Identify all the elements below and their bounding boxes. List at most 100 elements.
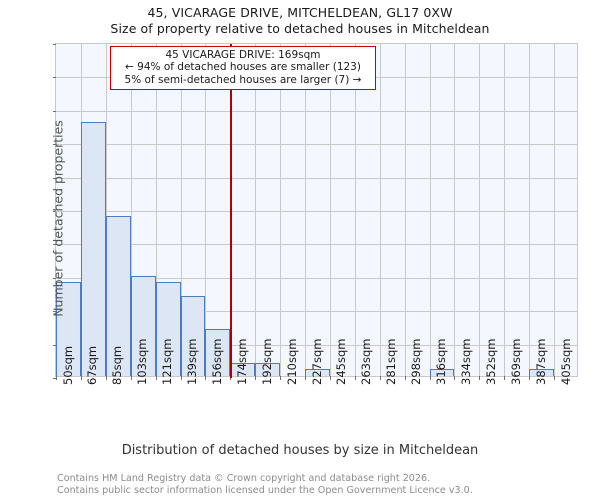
x-axis-tick-label: 369sqm (508, 338, 523, 385)
x-axis-tick-mark (56, 376, 57, 380)
x-axis-tick-label: 387sqm (533, 338, 548, 385)
gridline-vertical (354, 44, 356, 376)
bar (130, 275, 156, 376)
x-axis-tick-label: 85sqm (110, 345, 125, 385)
x-axis-tick-mark (130, 376, 132, 380)
x-axis-tick-label: 156sqm (209, 338, 224, 385)
property-marker-line (230, 44, 232, 378)
x-axis-tick-label: 174sqm (234, 338, 249, 385)
x-axis-tick-label: 405sqm (558, 338, 573, 385)
x-axis-tick-label: 334sqm (458, 338, 473, 385)
annotation-line-1: 45 VICARAGE DRIVE: 169sqm (165, 49, 321, 61)
bar (255, 362, 281, 376)
bar (180, 295, 206, 376)
gridline-horizontal (56, 177, 577, 179)
gridline-vertical (155, 44, 157, 376)
bar (205, 329, 231, 376)
x-axis-tick-mark (205, 376, 207, 380)
x-axis-tick-mark (404, 376, 406, 380)
gridline-vertical (554, 44, 556, 376)
x-axis-tick-mark (80, 376, 82, 380)
gridline-vertical (379, 44, 381, 376)
x-axis-tick-mark (379, 376, 381, 380)
x-axis-tick-label: 139sqm (185, 338, 200, 385)
y-axis-label: Number of detached properties (50, 120, 66, 317)
plot-area: 05101520253035404550 50sqm67sqm85sqm103s… (51, 43, 578, 385)
x-axis-tick-mark (504, 376, 506, 380)
x-axis-tick-label: 245sqm (334, 338, 349, 385)
footer-line-1: Contains HM Land Registry data © Crown c… (57, 473, 431, 484)
gridline-vertical (255, 44, 257, 376)
x-axis-tick-mark (429, 376, 431, 380)
gridline-vertical (305, 44, 307, 376)
x-axis-tick-label: 263sqm (359, 338, 374, 385)
x-axis-tick-mark (255, 376, 257, 380)
x-axis-tick-label: 67sqm (85, 345, 100, 385)
x-axis-tick-mark (529, 376, 531, 380)
bar (155, 282, 181, 376)
gridline-vertical (479, 44, 481, 376)
x-axis-tick-label: 192sqm (259, 338, 274, 385)
x-axis-label: Distribution of detached houses by size … (121, 443, 479, 458)
y-axis-tick-mark (52, 110, 56, 112)
bar (105, 215, 131, 376)
gridline-vertical (280, 44, 282, 376)
gridline-horizontal (56, 277, 577, 279)
gridline-vertical (454, 44, 456, 376)
page-title: 45, VICARAGE DRIVE, MITCHELDEAN, GL17 0X… (147, 5, 453, 20)
y-axis-tick-mark (52, 44, 56, 45)
x-axis-tick-mark (180, 376, 182, 380)
x-axis-tick-mark (354, 376, 356, 380)
bar (529, 369, 555, 376)
annotation-line-2: ← 94% of detached houses are smaller (12… (125, 61, 361, 74)
annotation-line-3: 5% of semi-detached houses are larger (7… (124, 73, 362, 86)
gridline-vertical (504, 44, 506, 376)
x-axis-tick-mark (280, 376, 282, 380)
gridline-vertical (180, 44, 182, 376)
gridline-horizontal (56, 244, 577, 246)
gridline-vertical (105, 44, 107, 376)
x-axis-tick-mark (105, 376, 107, 380)
gridline-horizontal (56, 311, 577, 313)
y-axis-tick-mark (52, 378, 56, 379)
gridline-horizontal (56, 211, 577, 212)
x-axis-tick-label: 210sqm (284, 338, 299, 385)
attribution-footer: Contains HM Land Registry data © Crown c… (57, 473, 473, 496)
x-axis-tick-mark (305, 376, 307, 380)
y-axis-tick-mark (52, 244, 56, 246)
bar (80, 122, 106, 376)
gridline-vertical (404, 44, 406, 376)
gridline-vertical (529, 44, 531, 376)
footer-line-2: Contains public sector information licen… (57, 484, 473, 496)
y-axis-tick-mark (52, 177, 56, 179)
x-axis-tick-label: 298sqm (409, 338, 424, 385)
gridline-horizontal (56, 344, 577, 346)
gridline-horizontal (56, 110, 577, 112)
x-axis-tick-mark (454, 376, 456, 380)
x-axis-tick-label: 103sqm (135, 338, 150, 385)
gridline-vertical (130, 44, 132, 376)
x-axis-tick-mark (554, 376, 556, 380)
property-annotation-box: 45 VICARAGE DRIVE: 169sqm ← 94% of detac… (110, 46, 376, 91)
y-axis-tick-mark (52, 211, 56, 212)
y-axis-tick-mark (52, 77, 56, 79)
gridline-vertical (429, 44, 431, 376)
y-axis-tick-mark (52, 144, 56, 146)
x-axis-tick-mark (329, 376, 331, 380)
x-axis-tick-label: 352sqm (483, 338, 498, 385)
y-axis-tick-mark (52, 344, 56, 346)
x-axis-tick-mark (155, 376, 157, 380)
x-axis-tick-mark (479, 376, 481, 380)
bar (429, 369, 455, 376)
chart-subtitle: Size of property relative to detached ho… (110, 21, 490, 36)
bar (56, 282, 81, 376)
x-axis-tick-label: 121sqm (160, 338, 175, 385)
x-axis-tick-label: 281sqm (384, 338, 399, 385)
bar (305, 369, 330, 376)
gridline-vertical (205, 44, 207, 376)
x-axis-tick-label: 227sqm (309, 338, 324, 385)
y-axis-tick-mark (52, 311, 56, 313)
y-axis-tick-mark (52, 277, 56, 279)
gridline-horizontal (56, 144, 577, 146)
